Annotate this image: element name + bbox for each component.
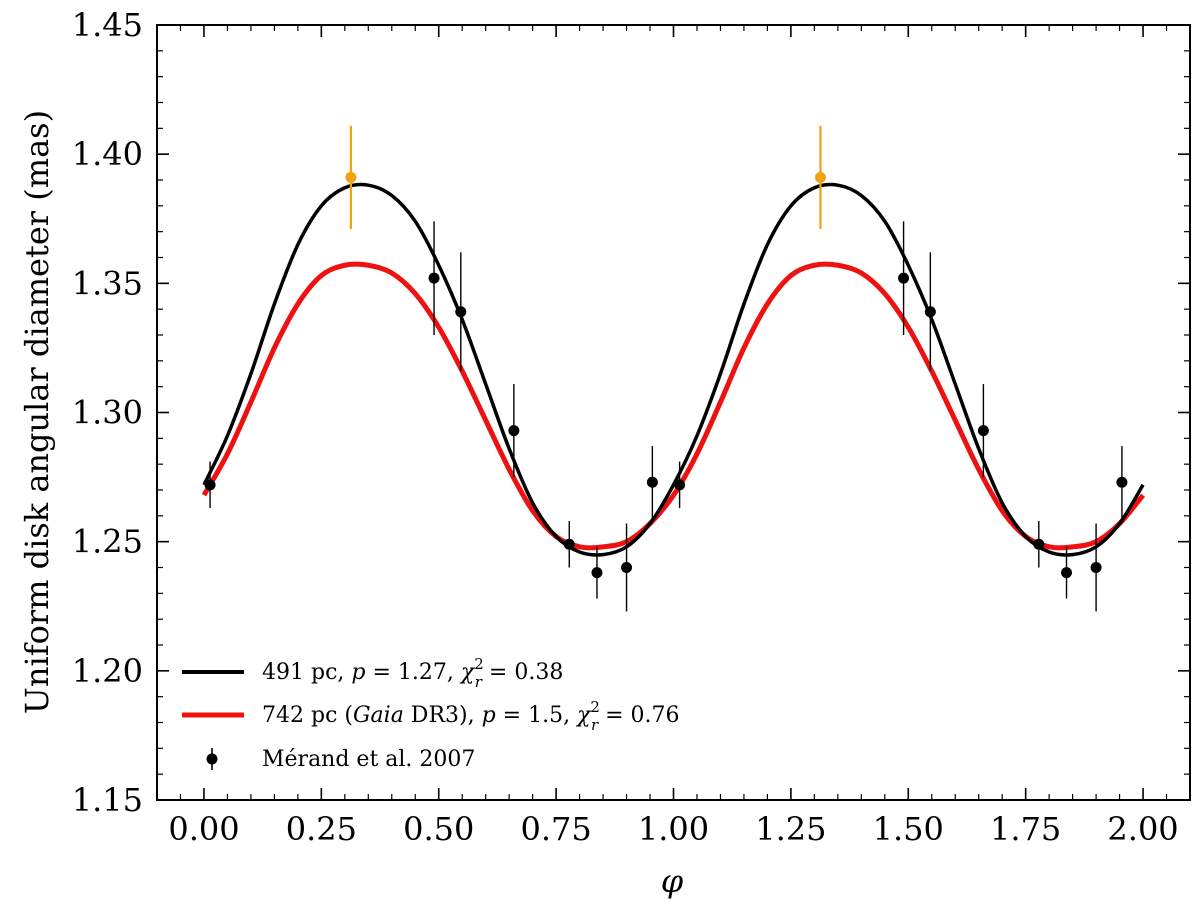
data-point-merand	[563, 538, 575, 550]
y-tick-label: 1.40	[72, 135, 143, 173]
x-tick-label: 1.75	[990, 810, 1061, 848]
legend: 491 pc, p = 1.27, χ2 r = 0.38 742 pc (Gai…	[182, 655, 680, 772]
data-point-merand	[621, 562, 633, 573]
data-point-merand	[898, 272, 910, 284]
data-point-merand	[924, 306, 936, 318]
data-point-merand	[1061, 567, 1073, 579]
data-point-merand	[455, 306, 467, 318]
x-tick-label: 0.50	[403, 810, 474, 848]
x-tick-label: 0.25	[286, 810, 357, 848]
data-point-merand	[1090, 562, 1102, 573]
y-tick-label: 1.15	[72, 781, 143, 819]
legend-point-marker	[206, 753, 218, 765]
data-point-merand	[591, 567, 603, 579]
series-line-742pc	[201, 261, 1145, 551]
x-tick-label: 0.00	[168, 810, 239, 848]
x-tick-label: 1.25	[755, 810, 826, 848]
legend-label-491pc: 491 pc, p = 1.27, χ2 r = 0.38	[262, 655, 563, 691]
data-point-merand	[204, 479, 216, 491]
legend-label-742pc: 742 pc (Gaia DR3), p = 1.5, χ2 r = 0.76	[262, 698, 680, 734]
data-point-merand	[428, 272, 440, 284]
x-tick-label: 1.50	[873, 810, 944, 848]
series-layer	[201, 182, 1145, 557]
series-line-491pc	[202, 182, 1145, 557]
x-axis-label: φ	[661, 862, 684, 900]
x-tick-label: 1.00	[638, 810, 709, 848]
legend-label-merand: Mérand et al. 2007	[262, 747, 475, 772]
x-tick-label: 0.75	[520, 810, 591, 848]
data-point-merand	[646, 476, 658, 488]
points-layer	[204, 125, 1128, 612]
data-point-merand	[508, 425, 520, 437]
x-tick-label: 2.00	[1107, 810, 1178, 848]
ticks: 0.00 0.25 0.50 0.75 1.00 1.25 1.50 1.75 2.00 1.15…	[72, 6, 1190, 848]
data-point-merand	[1116, 476, 1128, 488]
data-point-merand	[977, 425, 989, 437]
data-point-merand	[1033, 538, 1045, 550]
data-point-merand	[674, 479, 686, 491]
data-point-highlighted	[345, 171, 357, 183]
y-axis-label: Uniform disk angular diameter (mas)	[18, 110, 56, 714]
y-tick-label: 1.45	[72, 6, 143, 44]
y-tick-label: 1.20	[72, 652, 143, 690]
y-tick-label: 1.30	[72, 394, 143, 432]
y-tick-label: 1.25	[72, 523, 143, 561]
data-point-highlighted	[814, 171, 826, 183]
y-tick-label: 1.35	[72, 264, 143, 302]
